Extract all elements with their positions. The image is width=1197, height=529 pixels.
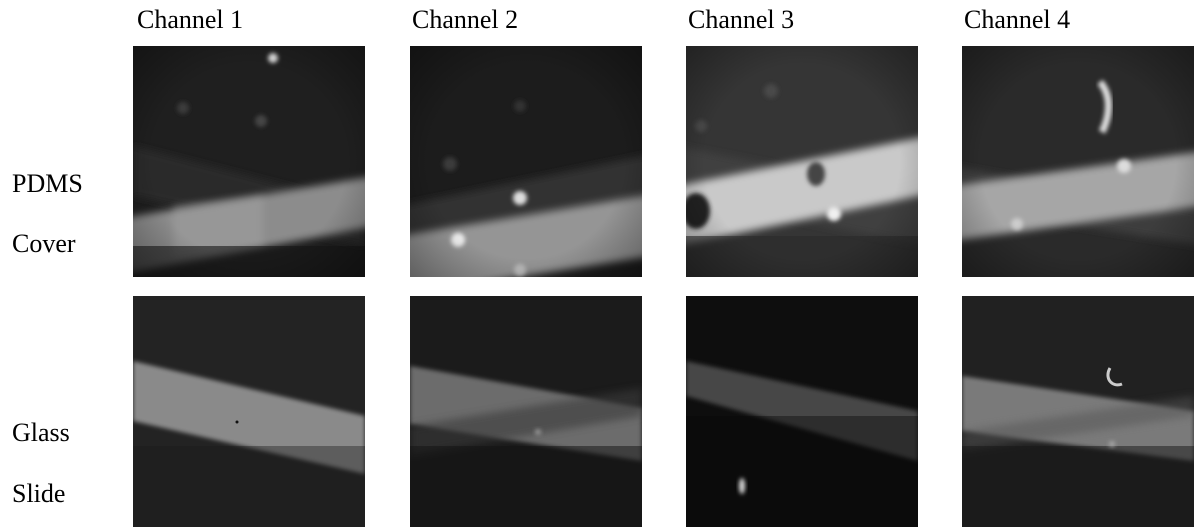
column-header: Channel 4 xyxy=(964,5,1070,34)
row-labels: PDMS Cover Glass Slide xyxy=(12,169,83,508)
micrograph xyxy=(410,296,642,527)
micrograph xyxy=(962,296,1194,527)
micrograph xyxy=(133,296,365,527)
row-label: Slide xyxy=(12,479,65,508)
column-header: Channel 3 xyxy=(688,5,794,34)
micrograph xyxy=(952,46,1197,277)
column-header: Channel 2 xyxy=(412,5,518,34)
micrograph xyxy=(676,46,928,277)
micrograph xyxy=(123,46,375,277)
micrograph xyxy=(686,296,918,527)
figure: Channel 1 Channel 2 Channel 3 Channel 4 … xyxy=(0,0,1197,529)
row-label: PDMS xyxy=(12,169,83,198)
micrograph xyxy=(400,46,652,296)
column-headers: Channel 1 Channel 2 Channel 3 Channel 4 xyxy=(137,5,1070,34)
row-label: Glass xyxy=(12,418,70,447)
row-label: Cover xyxy=(12,229,76,258)
column-header: Channel 1 xyxy=(137,5,243,34)
